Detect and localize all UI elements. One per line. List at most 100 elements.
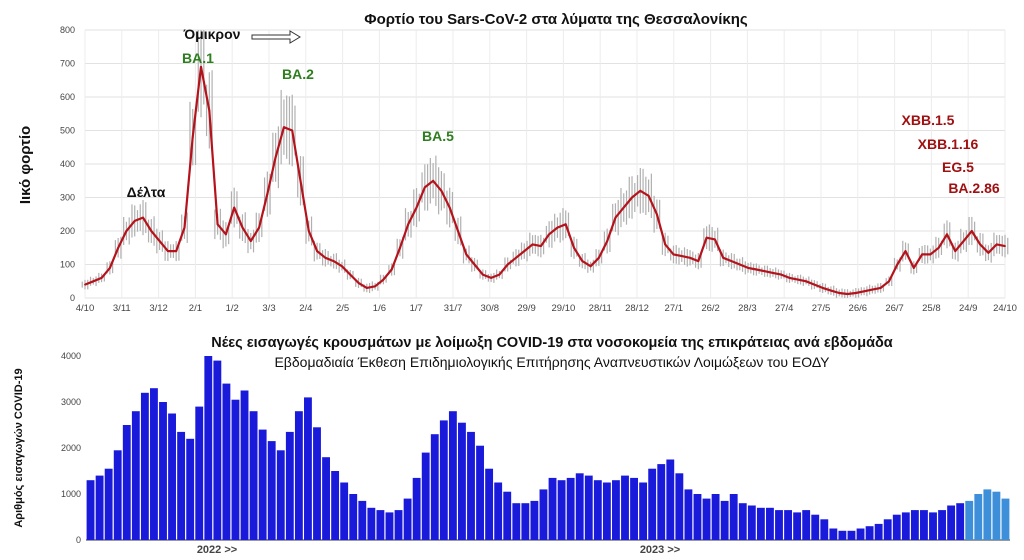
weekly-admissions-bar bbox=[548, 477, 557, 540]
data-point bbox=[954, 250, 957, 253]
weekly-admissions-bar bbox=[593, 480, 602, 540]
data-point bbox=[1004, 245, 1006, 247]
data-point bbox=[316, 250, 318, 253]
y-tick-label: 0 bbox=[76, 535, 81, 545]
data-point bbox=[606, 240, 609, 242]
data-point bbox=[937, 246, 940, 249]
data-point bbox=[515, 256, 517, 259]
data-point bbox=[597, 256, 600, 259]
x-tick-label: 28/12 bbox=[625, 303, 649, 314]
data-point bbox=[979, 243, 982, 246]
x-tick-label: 29/9 bbox=[517, 303, 536, 314]
weekly-admissions-bar bbox=[657, 464, 666, 540]
weekly-admissions-bar bbox=[249, 411, 258, 540]
weekly-admissions-bar bbox=[938, 510, 946, 540]
weekly-admissions-bar bbox=[521, 503, 530, 540]
x-tick-label: 2/4 bbox=[299, 303, 312, 314]
weekly-admissions-bar bbox=[512, 503, 521, 540]
data-point bbox=[365, 287, 368, 289]
data-point bbox=[573, 246, 575, 249]
weekly-admissions-bar bbox=[358, 500, 367, 540]
data-point bbox=[830, 289, 832, 292]
data-point bbox=[208, 109, 211, 112]
weekly-admissions-bar bbox=[539, 489, 548, 540]
y-tick-label: 1000 bbox=[61, 489, 81, 499]
data-point bbox=[84, 283, 86, 286]
data-point bbox=[490, 277, 493, 279]
weekly-admissions-bar bbox=[584, 475, 593, 540]
x-tick-label: 27/1 bbox=[665, 303, 684, 314]
year-label: 2022 >> bbox=[197, 544, 237, 556]
data-point bbox=[523, 250, 526, 253]
x-tick-label: 29/10 bbox=[552, 303, 576, 314]
y-tick-label: 500 bbox=[60, 126, 75, 136]
viral-load-line bbox=[84, 65, 1006, 296]
y-tick-label: 700 bbox=[60, 59, 75, 69]
weekly-admissions-bar bbox=[612, 480, 620, 540]
weekly-admissions-bar bbox=[711, 494, 720, 540]
weekly-admissions-bar bbox=[394, 510, 403, 540]
weekly-admissions-bar bbox=[675, 473, 684, 540]
line-chart-y-ticks: 0 100 200 300 400 500 600 700 800 bbox=[60, 25, 75, 303]
data-point bbox=[912, 266, 915, 269]
x-tick-label: 26/2 bbox=[701, 303, 720, 314]
data-point bbox=[738, 263, 741, 266]
data-point bbox=[805, 280, 807, 283]
data-point bbox=[357, 282, 360, 284]
x-tick-label: 1/7 bbox=[410, 303, 423, 314]
data-point bbox=[697, 260, 700, 263]
weekly-admissions-bar bbox=[476, 445, 484, 540]
weekly-admissions-bar bbox=[892, 514, 901, 540]
bar-chart-ylabel: Αριθμός εισαγωγών COVID-19 bbox=[13, 368, 25, 527]
data-point bbox=[283, 126, 285, 129]
weekly-admissions-bar bbox=[883, 519, 892, 540]
weekly-admissions-bar bbox=[811, 514, 820, 540]
weekly-admissions-bar bbox=[131, 411, 140, 540]
line-chart-x-ticks: 4/10 3/11 3/12 2/1 1/2 3/3 2/4 2/5 1/6 1/7 31/7 30/… bbox=[76, 303, 1017, 314]
variant-annotation: BA.1 bbox=[182, 50, 214, 66]
bar-chart-title: Νέες εισαγωγές κρουσμάτων με λοίμωξη COV… bbox=[211, 335, 893, 351]
weekly-admissions-bar bbox=[947, 505, 956, 540]
weekly-admissions-bar bbox=[639, 482, 648, 540]
weekly-admissions-bar bbox=[367, 507, 376, 540]
weekly-admissions-bar bbox=[195, 406, 204, 540]
data-point bbox=[258, 226, 260, 229]
data-point bbox=[780, 273, 783, 276]
data-point bbox=[946, 233, 948, 236]
weekly-admissions-bar bbox=[838, 530, 847, 540]
data-point bbox=[680, 255, 683, 258]
data-point bbox=[216, 223, 219, 226]
weekly-admissions-bar bbox=[756, 507, 765, 540]
data-point bbox=[382, 278, 385, 281]
data-point bbox=[672, 253, 675, 256]
x-tick-label: 4/10 bbox=[76, 303, 95, 314]
data-point bbox=[481, 273, 484, 276]
weekly-admissions-bar bbox=[775, 510, 783, 540]
weekly-admissions-bar bbox=[494, 482, 503, 540]
weekly-admissions-bar bbox=[403, 498, 412, 540]
data-point bbox=[614, 216, 617, 219]
data-point bbox=[341, 265, 343, 268]
weekly-admissions-bar bbox=[702, 498, 711, 540]
weekly-admissions-bar bbox=[267, 441, 276, 540]
weekly-admissions-bar bbox=[766, 507, 774, 540]
weekly-admissions-bar bbox=[340, 482, 349, 540]
data-point bbox=[589, 265, 592, 268]
data-point bbox=[457, 230, 459, 232]
weekly-admissions-bar bbox=[485, 468, 494, 540]
data-point bbox=[772, 271, 774, 274]
weekly-admissions-bar bbox=[448, 411, 457, 540]
x-tick-label: 24/10 bbox=[993, 303, 1017, 314]
weekly-admissions-bar bbox=[503, 491, 512, 540]
weekly-admissions-bar bbox=[385, 512, 394, 540]
weekly-admissions-bar bbox=[104, 468, 113, 540]
weekly-admissions-bar bbox=[140, 392, 149, 540]
weekly-admissions-bar bbox=[602, 482, 611, 540]
data-point bbox=[274, 156, 277, 159]
data-point bbox=[647, 194, 650, 197]
weekly-admissions-bar bbox=[276, 450, 285, 540]
data-point bbox=[100, 277, 103, 279]
data-point bbox=[995, 243, 998, 246]
y-tick-label: 600 bbox=[60, 92, 75, 102]
